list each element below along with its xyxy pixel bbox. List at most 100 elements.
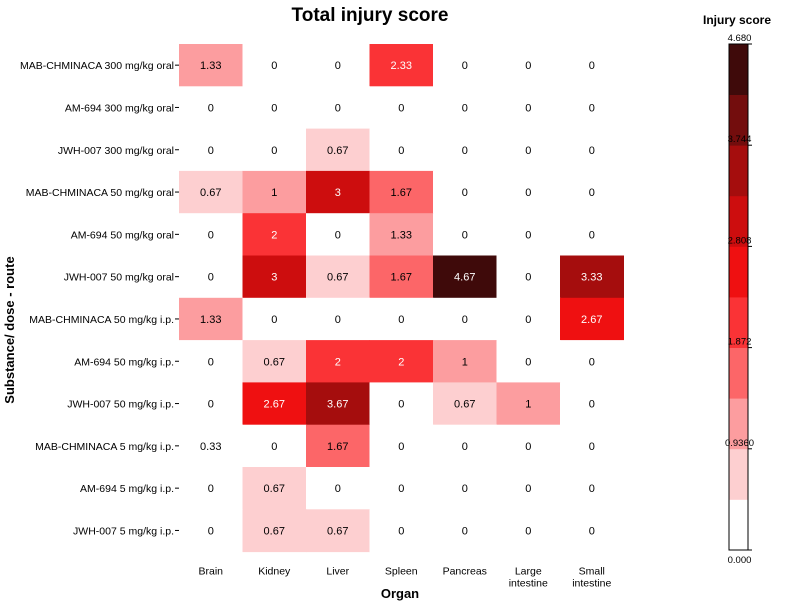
y-tick-label: MAB-CHMINACA 300 mg/kg oral <box>20 60 174 72</box>
cell-value-label: 0 <box>525 356 531 368</box>
heatmap-cell <box>560 467 624 510</box>
cell-value-label: 0 <box>271 441 277 453</box>
cell-value-label: 0.67 <box>264 356 285 368</box>
cell-value-label: 0 <box>589 356 595 368</box>
cell-value-label: 0 <box>525 272 531 284</box>
cell-value-label: 0 <box>462 314 468 326</box>
heatmap-cell <box>496 44 561 87</box>
heatmap-cell <box>433 382 497 426</box>
heatmap-cell <box>179 297 243 341</box>
heatmap-cell <box>369 382 434 426</box>
colorbar-swatch <box>729 398 748 450</box>
cell-value-label: 0.67 <box>454 399 475 411</box>
cell-value-label: 0 <box>335 483 341 495</box>
cell-value-label: 0 <box>208 525 214 537</box>
heatmap-cell <box>369 86 434 130</box>
heatmap-cell <box>433 424 497 468</box>
heatmap-cell <box>433 297 497 341</box>
cell-value-label: 0 <box>208 145 214 157</box>
heatmap-cell <box>369 467 434 510</box>
colorbar-tick-label: 2.808 <box>728 235 752 246</box>
heatmap-cell <box>179 382 243 426</box>
cell-value-label: 0 <box>589 399 595 411</box>
cell-value-label: 2 <box>335 356 341 368</box>
heatmap-cell <box>179 467 243 510</box>
x-tick-label: Pancreas <box>443 566 487 578</box>
heatmap-cell <box>369 424 434 468</box>
cell-value-label: 0 <box>208 399 214 411</box>
heatmap-cell <box>369 509 434 553</box>
cell-value-label: 3.33 <box>581 272 602 284</box>
heatmap-cell <box>179 44 243 87</box>
colorbar-swatch <box>729 195 748 247</box>
colorbar-swatch <box>729 246 748 298</box>
cell-value-label: 0 <box>462 525 468 537</box>
x-tick-label: Kidney <box>258 566 291 578</box>
heatmap-cell <box>306 382 370 426</box>
colorbar-swatch <box>729 499 748 551</box>
heatmap-cell <box>433 255 497 299</box>
chart-title: Total injury score <box>292 5 449 26</box>
heatmap-cell <box>306 255 370 299</box>
cell-value-label: 0.67 <box>327 272 348 284</box>
heatmap-cell <box>306 44 370 87</box>
colorbar-tick-label: 3.744 <box>728 134 752 145</box>
heatmap-cell <box>242 509 307 553</box>
cell-value-label: 0 <box>589 60 595 72</box>
cell-value-label: 0 <box>589 525 595 537</box>
x-tick-label: Large intestine <box>509 566 548 590</box>
cell-value-label: 0 <box>271 145 277 157</box>
cell-value-label: 0 <box>462 145 468 157</box>
heatmap-cell <box>433 467 497 510</box>
heatmap-cell <box>369 128 434 172</box>
y-tick-label: MAB-CHMINACA 50 mg/kg oral <box>26 187 174 199</box>
cell-value-label: 0 <box>462 441 468 453</box>
cell-value-label: 0 <box>525 483 531 495</box>
heatmap-cell <box>560 297 624 341</box>
x-axis-title: Organ <box>381 586 419 601</box>
colorbar-swatch <box>729 347 748 399</box>
heatmap-cell <box>306 424 370 468</box>
cell-value-label: 3 <box>271 272 277 284</box>
heatmap-cell <box>560 424 624 468</box>
cell-value-label: 0 <box>208 229 214 241</box>
heatmap-cell <box>242 297 307 341</box>
heatmap-cell <box>560 128 624 172</box>
x-tick-labels: Brain Kidney Liver Spleen Pancreas Large intes… <box>198 566 611 590</box>
heatmap-cell <box>242 340 307 383</box>
colorbar-tick-label: 1.872 <box>728 337 752 348</box>
y-tick-label: JWH-007 50 mg/kg oral <box>64 272 174 284</box>
cell-value-label: 0 <box>462 102 468 114</box>
heatmap-cell <box>306 467 370 510</box>
cell-value-label: 2.33 <box>391 60 412 72</box>
cell-value-label: 0 <box>525 525 531 537</box>
colorbar-title: Injury score <box>703 13 771 27</box>
heatmap-cell <box>369 297 434 341</box>
heatmap-cell <box>179 86 243 130</box>
cell-value-label: 0.33 <box>200 441 221 453</box>
heatmap-cell <box>496 170 561 214</box>
cell-value-label: 0 <box>335 314 341 326</box>
cell-value-label: 0 <box>398 525 404 537</box>
heatmap-cell <box>179 509 243 553</box>
heatmap-cell <box>369 340 434 383</box>
cell-value-label: 0 <box>208 272 214 284</box>
heatmap-cell <box>496 467 561 510</box>
heatmap-cell <box>369 44 434 87</box>
cell-value-label: 4.67 <box>454 272 475 284</box>
heatmap-cell <box>496 297 561 341</box>
cell-value-label: 0 <box>525 314 531 326</box>
y-tick-label: JWH-007 5 mg/kg i.p. <box>73 525 174 537</box>
heatmap-cell <box>242 128 307 172</box>
heatmap-cell <box>560 340 624 383</box>
y-tick-label: AM-694 50 mg/kg i.p. <box>74 356 174 368</box>
colorbar-frame <box>728 43 749 551</box>
x-tick-label: Spleen <box>385 566 418 578</box>
cell-value-label: 0 <box>462 187 468 199</box>
heatmap-cell <box>369 170 434 214</box>
cell-value-label: 0 <box>398 399 404 411</box>
y-tick-label: MAB-CHMINACA 5 mg/kg i.p. <box>35 441 174 453</box>
cell-value-label: 0 <box>398 441 404 453</box>
cell-value-label: 3.67 <box>327 399 348 411</box>
cell-value-label: 0 <box>589 145 595 157</box>
